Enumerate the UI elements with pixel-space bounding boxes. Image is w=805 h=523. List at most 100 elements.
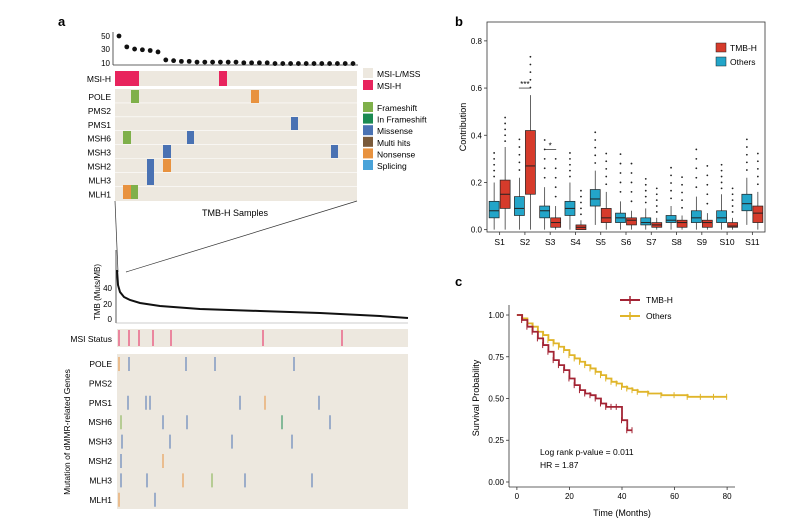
c-xtick-label: 40 (618, 492, 627, 501)
b-outlier (569, 169, 571, 172)
b-outlier (493, 157, 496, 160)
tmb-dot (186, 58, 192, 64)
mut-cell (251, 90, 259, 103)
legend-mut-label: Splicing (377, 161, 407, 171)
top-tmb-dotplot: 50 30 10 (101, 32, 358, 68)
b-outlier (644, 178, 647, 180)
b-xtick-label: S3 (545, 237, 556, 247)
b-outlier (670, 197, 672, 200)
b-outlier (543, 176, 546, 179)
b-outlier (731, 199, 734, 202)
b-outlier (695, 186, 698, 189)
c-ytick-label: 0.75 (488, 353, 504, 362)
legend-mut-label: Frameshift (377, 103, 418, 113)
b-outlier (681, 176, 683, 179)
msi-row-label: MSI-H (87, 74, 111, 84)
mut-cell (123, 131, 131, 144)
legend-msi-h: MSI-H (377, 81, 401, 91)
gene-label-msh2: MSH2 (87, 162, 111, 172)
b-sig-label: *** (520, 80, 529, 89)
b-outlier (504, 128, 507, 131)
b-outlier (695, 167, 698, 170)
b-outlier (504, 134, 507, 137)
gene-label-msh6: MSH6 (88, 417, 112, 427)
b-outlier (630, 181, 633, 184)
tmb-dot (327, 61, 332, 66)
b-outlier (594, 131, 597, 134)
tmb-dot (202, 59, 208, 65)
legend-mut-label: In Frameshift (377, 115, 427, 125)
b-outlier (580, 189, 582, 192)
tmb-dot (350, 61, 356, 66)
b-outlier (605, 167, 608, 170)
b-outlier (720, 169, 723, 172)
gene-label-pms1: PMS1 (89, 398, 112, 408)
b-outlier (720, 181, 723, 184)
b-xtick-label: S1 (494, 237, 505, 247)
b-outlier (529, 55, 532, 58)
c-ytick-label: 0.00 (488, 478, 504, 487)
tmb-dot (132, 46, 138, 52)
b-ytick-label: 0.0 (471, 226, 483, 235)
panel-a-label: a (58, 14, 66, 29)
b-outlier (706, 202, 709, 205)
gene-label-msh2: MSH2 (88, 456, 112, 466)
b-outlier (756, 160, 759, 163)
bottom-tick-20: 20 (103, 300, 112, 309)
b-outlier (681, 206, 683, 209)
b-outlier (619, 190, 622, 193)
b-outlier (580, 201, 582, 204)
b-xtick-label: S7 (646, 237, 657, 247)
b-outlier (644, 201, 647, 204)
b-outlier (554, 157, 557, 160)
mut-cell (187, 131, 194, 144)
legend-mut-label: Multi hits (377, 138, 411, 148)
b-box-tmb-h (701, 219, 713, 228)
bottom-ylabel2: Mutation of dMMR-related Genes (62, 369, 72, 495)
b-outlier (569, 157, 571, 160)
b-box-others (741, 193, 753, 212)
b-ytick-label: 0.8 (471, 37, 483, 46)
b-box-tmb-h (676, 219, 688, 228)
b-outlier (504, 140, 507, 143)
b-outlier (695, 176, 698, 179)
b-outlier (670, 182, 672, 184)
gene-grid-bg (115, 89, 357, 201)
b-outlier (670, 189, 672, 192)
legend-swatch (363, 68, 373, 78)
bottom-ylabel: TMB (Muts/MB) (93, 264, 102, 320)
b-xtick-label: S4 (570, 237, 581, 247)
b-outlier (756, 175, 759, 178)
b-outlier (644, 195, 647, 198)
b-outlier (518, 169, 521, 171)
b-box-others (514, 196, 525, 216)
panel-b-label: b (455, 14, 463, 29)
b-xtick-label: S6 (621, 237, 632, 247)
mut-cell (331, 145, 338, 158)
tmb-curve (116, 269, 409, 319)
b-outlier (594, 154, 597, 157)
b-outlier (619, 172, 622, 174)
b-box-others (488, 200, 500, 219)
c-curve-tmb-h (516, 314, 633, 432)
bottom-tick-40: 40 (103, 284, 112, 293)
b-outlier (580, 195, 582, 198)
c-xtick-label: 0 (515, 492, 520, 501)
b-outlier (554, 167, 557, 170)
b-box-others (690, 210, 702, 223)
b-outlier (619, 162, 622, 165)
b-outlier (594, 162, 597, 164)
b-outlier (706, 165, 709, 167)
b-outlier (706, 193, 709, 196)
b-outlier (630, 162, 633, 165)
b-outlier (655, 187, 658, 190)
gene-label-pms2: PMS2 (88, 106, 111, 116)
b-outlier (569, 152, 571, 154)
tmb-dot (124, 44, 130, 50)
b-outlier (720, 175, 723, 178)
b-xtick-label: S2 (520, 237, 531, 247)
b-outlier (681, 191, 683, 194)
b-outlier (554, 176, 557, 179)
